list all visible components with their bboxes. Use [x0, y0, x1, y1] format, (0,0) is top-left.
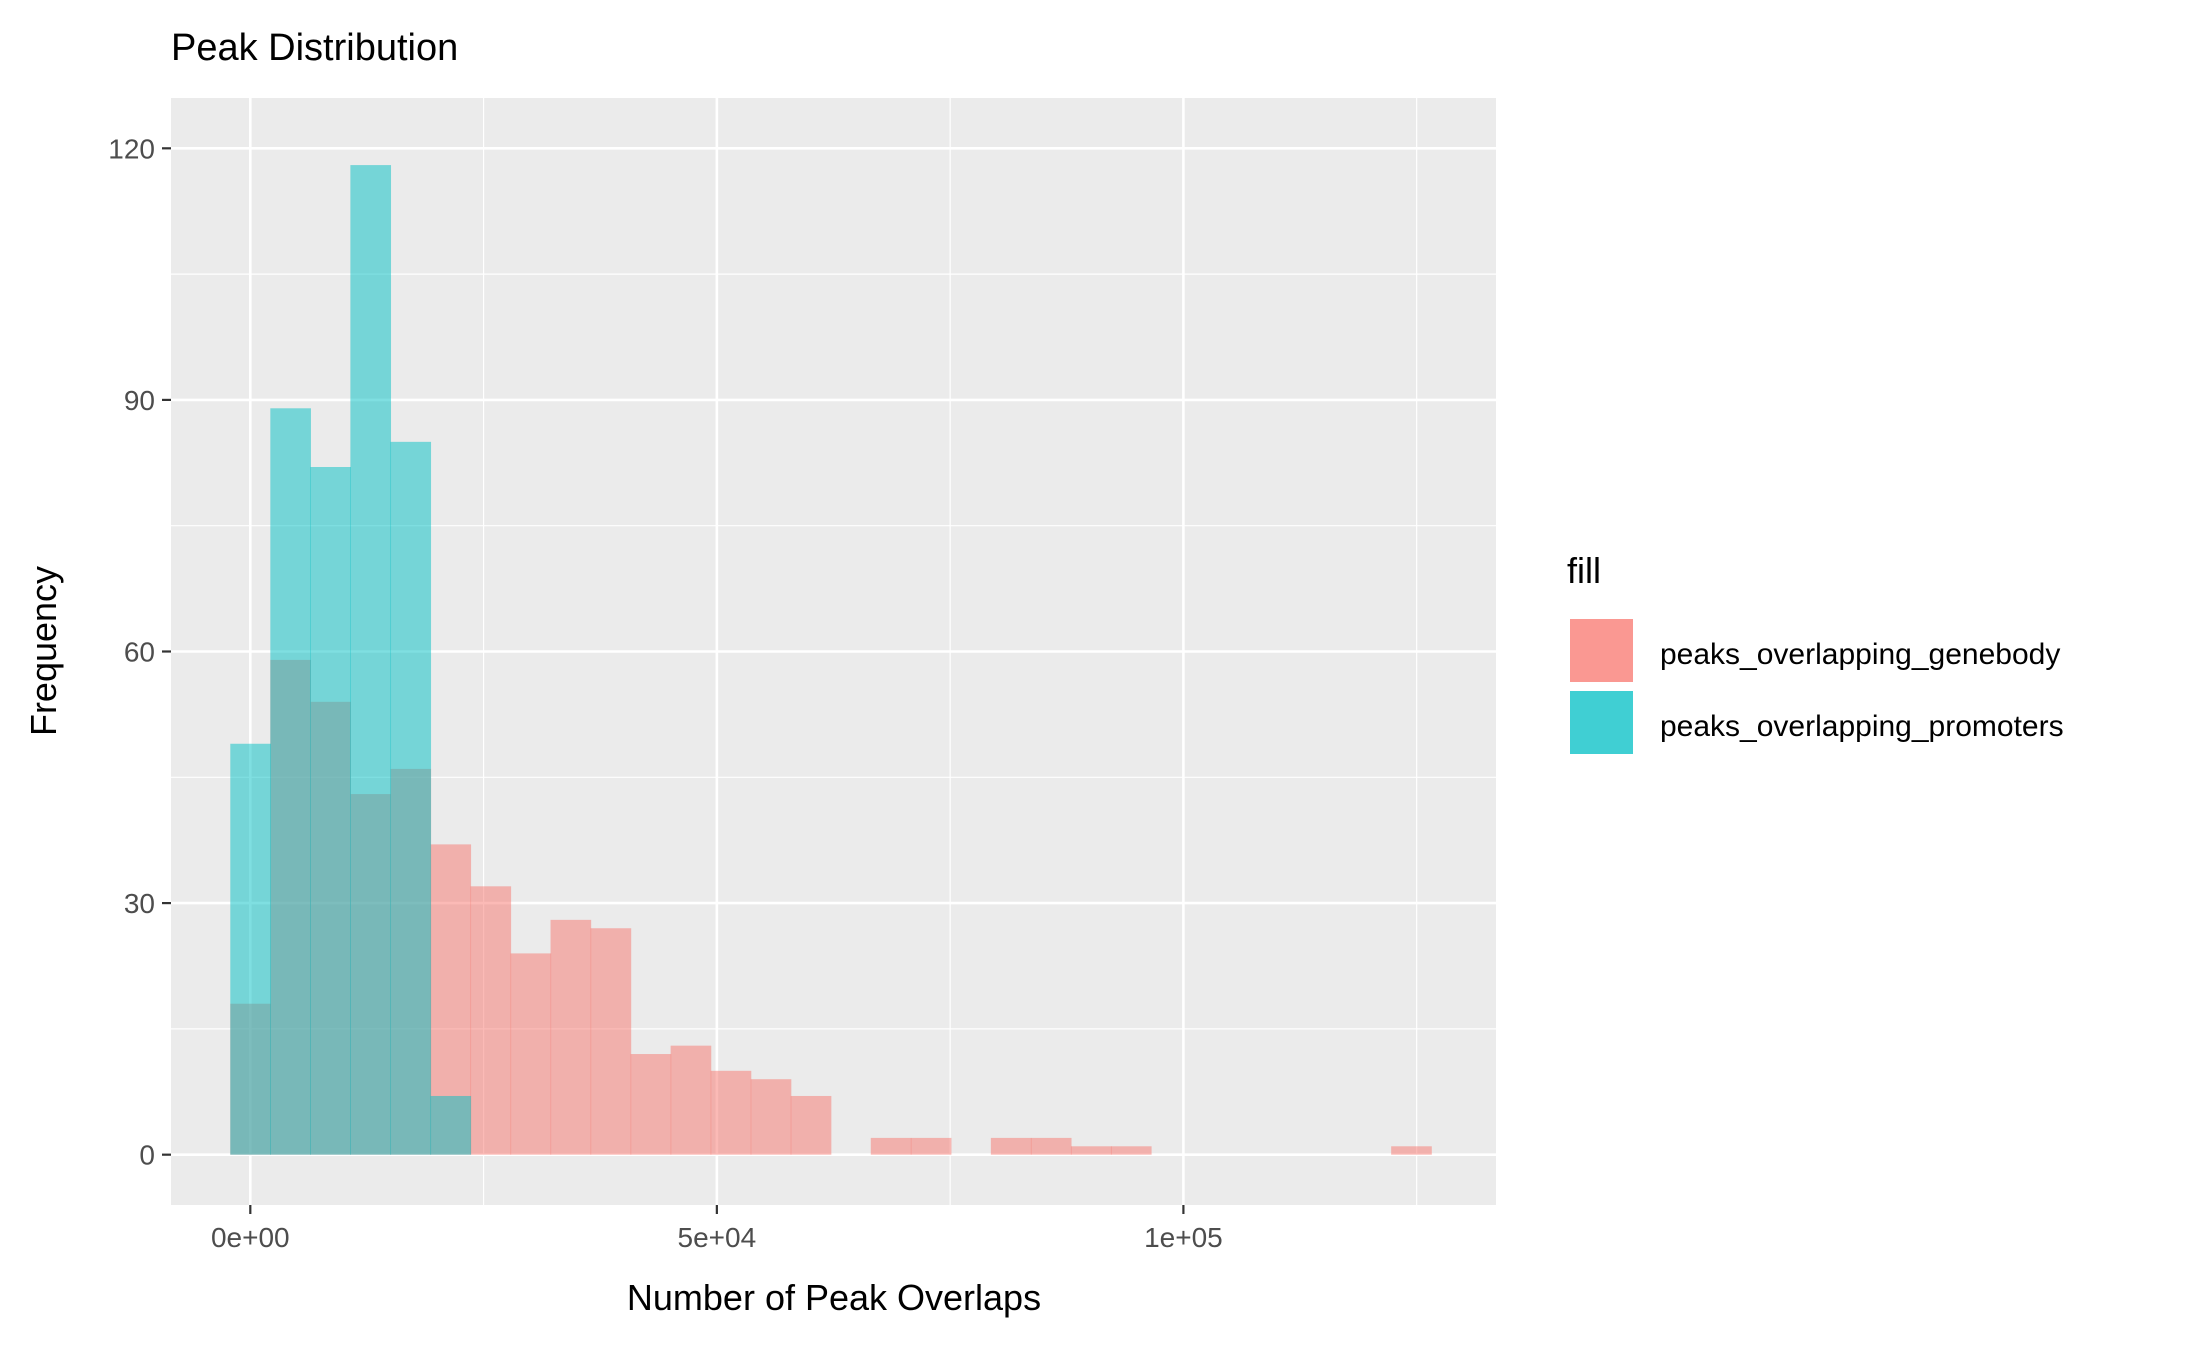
x-axis: 0e+00 5e+04 1e+05 — [211, 1205, 1223, 1253]
histogram-bar-genebody — [910, 1137, 952, 1155]
histogram-bar-promoters — [430, 1095, 472, 1155]
legend-swatch-genebody — [1570, 619, 1633, 682]
histogram-bar-genebody — [1110, 1146, 1152, 1155]
legend-title: fill — [1567, 550, 1601, 591]
histogram-bar-promoters — [350, 165, 392, 1155]
histogram-bar-genebody — [670, 1045, 712, 1155]
histogram-bars — [230, 165, 1432, 1155]
histogram-bar-genebody — [1070, 1146, 1112, 1155]
y-axis: 0 30 60 90 120 — [108, 133, 171, 1171]
histogram-bar-genebody — [710, 1070, 752, 1155]
y-tick-label: 60 — [124, 637, 155, 668]
legend-swatch-promoters — [1570, 691, 1633, 754]
histogram-bar-genebody — [790, 1095, 832, 1155]
histogram-bar-genebody — [1391, 1146, 1432, 1155]
histogram-bar-promoters — [390, 441, 432, 1155]
histogram-bar-genebody — [750, 1079, 792, 1155]
histogram-bar-promoters — [230, 743, 271, 1155]
legend: fill peaks_overlapping_genebody peaks_ov… — [1567, 550, 2064, 757]
histogram-bar-genebody — [870, 1137, 912, 1155]
histogram-bar-genebody — [590, 928, 632, 1155]
x-tick-label: 0e+00 — [211, 1222, 290, 1253]
x-tick-label: 1e+05 — [1144, 1222, 1223, 1253]
chart-title: Peak Distribution — [171, 27, 458, 69]
histogram-bar-genebody — [990, 1137, 1032, 1155]
x-axis-label: Number of Peak Overlaps — [627, 1277, 1041, 1318]
legend-label-genebody: peaks_overlapping_genebody — [1660, 638, 2060, 671]
x-tick-label: 5e+04 — [678, 1222, 757, 1253]
legend-label-promoters: peaks_overlapping_promoters — [1660, 710, 2064, 743]
y-axis-label: Frequency — [23, 566, 64, 736]
y-tick-label: 30 — [124, 888, 155, 919]
histogram-bar-promoters — [310, 467, 351, 1155]
histogram-bar-genebody — [550, 919, 592, 1155]
histogram-bar-promoters — [270, 408, 311, 1155]
y-tick-label: 90 — [124, 385, 155, 416]
histogram-bar-genebody — [1030, 1137, 1072, 1155]
y-tick-label: 120 — [108, 133, 155, 164]
histogram-bar-genebody — [630, 1054, 672, 1155]
y-tick-label: 0 — [139, 1140, 155, 1171]
histogram-bar-genebody — [470, 886, 512, 1155]
histogram-bar-genebody — [510, 953, 552, 1155]
